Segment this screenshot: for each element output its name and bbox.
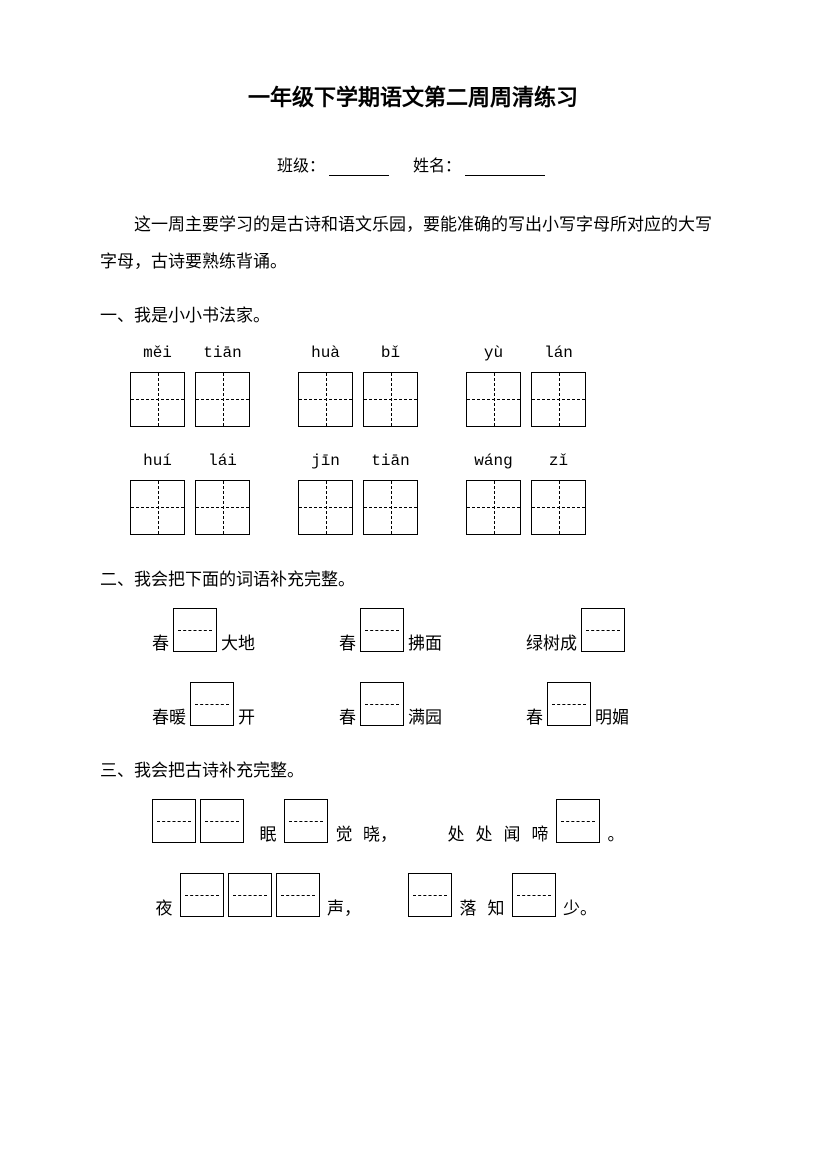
fill-box[interactable] [360, 608, 404, 652]
poem-box[interactable] [200, 799, 244, 843]
name-label: 姓名： [413, 158, 461, 175]
poem-char: 夜 [150, 900, 178, 917]
poem-char: 。 [602, 826, 630, 843]
fill-row-1: 春 大地 春 拂面 绿树成 [150, 608, 726, 652]
fill-char: 明媚 [593, 709, 631, 726]
pinyin-cell: bǐ [363, 344, 418, 362]
fill-char: 开 [236, 709, 257, 726]
poem-char: 晓， [358, 826, 402, 843]
pinyin-cell: jīn [298, 452, 353, 470]
fill-char: 满园 [406, 709, 444, 726]
pinyin-cell: tiān [195, 344, 250, 362]
poem-char: 闻 [498, 826, 526, 843]
poem-box[interactable] [228, 873, 272, 917]
page-title: 一年级下学期语文第二周周清练习 [100, 80, 726, 112]
tiange-box[interactable] [195, 372, 250, 427]
fill-box[interactable] [581, 608, 625, 652]
fill-box[interactable] [173, 608, 217, 652]
tiange-box[interactable] [363, 480, 418, 535]
tiange-box[interactable] [130, 480, 185, 535]
fill-box[interactable] [547, 682, 591, 726]
pinyin-row-1: měi tiān huà bǐ yù lán [130, 344, 726, 362]
pinyin-cell: wáng [466, 452, 521, 470]
poem-char: 知 [482, 900, 510, 917]
poem-box[interactable] [152, 799, 196, 843]
poem-char: 声， [322, 900, 366, 917]
tiange-box[interactable] [130, 372, 185, 427]
pinyin-cell: lái [195, 452, 250, 470]
fill-char: 春暖 [150, 709, 188, 726]
poem-row-2: 夜 声， 落 知 少。 [150, 873, 726, 917]
section3-title: 三、我会把古诗补充完整。 [100, 756, 726, 781]
fill-row-2: 春暖 开 春 满园 春 明媚 [150, 682, 726, 726]
poem-char: 少。 [558, 900, 602, 917]
fill-char: 绿树成 [524, 635, 579, 652]
section2-title: 二、我会把下面的词语补充完整。 [100, 565, 726, 590]
tiange-row-2 [130, 480, 726, 535]
poem-box[interactable] [408, 873, 452, 917]
fill-box[interactable] [360, 682, 404, 726]
tiange-box[interactable] [195, 480, 250, 535]
poem-char: 觉 [330, 826, 358, 843]
intro-text: 这一周主要学习的是古诗和语文乐园，要能准确的写出小写字母所对应的大写字母，古诗要… [100, 206, 726, 281]
info-line: 班级： 姓名： [100, 152, 726, 176]
pinyin-cell: zǐ [531, 452, 586, 470]
tiange-box[interactable] [363, 372, 418, 427]
fill-char: 春 [337, 709, 358, 726]
tiange-box[interactable] [466, 372, 521, 427]
fill-char: 春 [524, 709, 545, 726]
poem-box[interactable] [276, 873, 320, 917]
name-blank[interactable] [465, 160, 545, 176]
pinyin-row-2: huí lái jīn tiān wáng zǐ [130, 452, 726, 470]
poem-box[interactable] [284, 799, 328, 843]
pinyin-cell: huí [130, 452, 185, 470]
pinyin-cell: lán [531, 344, 586, 362]
poem-char: 处 [442, 826, 470, 843]
tiange-box[interactable] [298, 480, 353, 535]
fill-char: 大地 [219, 635, 257, 652]
tiange-box[interactable] [531, 480, 586, 535]
pinyin-cell: yù [466, 344, 521, 362]
tiange-box[interactable] [298, 372, 353, 427]
tiange-row-1 [130, 372, 726, 427]
poem-char: 处 [470, 826, 498, 843]
section1-title: 一、我是小小书法家。 [100, 301, 726, 326]
poem-char: 落 [454, 900, 482, 917]
pinyin-cell: měi [130, 344, 185, 362]
poem-box[interactable] [556, 799, 600, 843]
fill-char: 春 [337, 635, 358, 652]
class-label: 班级： [277, 158, 325, 175]
fill-char: 春 [150, 635, 171, 652]
pinyin-cell: huà [298, 344, 353, 362]
poem-char: 啼 [526, 826, 554, 843]
fill-box[interactable] [190, 682, 234, 726]
poem-char: 眠 [254, 826, 282, 843]
poem-box[interactable] [512, 873, 556, 917]
tiange-box[interactable] [466, 480, 521, 535]
pinyin-cell: tiān [363, 452, 418, 470]
class-blank[interactable] [329, 160, 389, 176]
poem-box[interactable] [180, 873, 224, 917]
tiange-box[interactable] [531, 372, 586, 427]
fill-char: 拂面 [406, 635, 444, 652]
poem-row-1: 眠 觉 晓， 处 处 闻 啼 。 [150, 799, 726, 843]
